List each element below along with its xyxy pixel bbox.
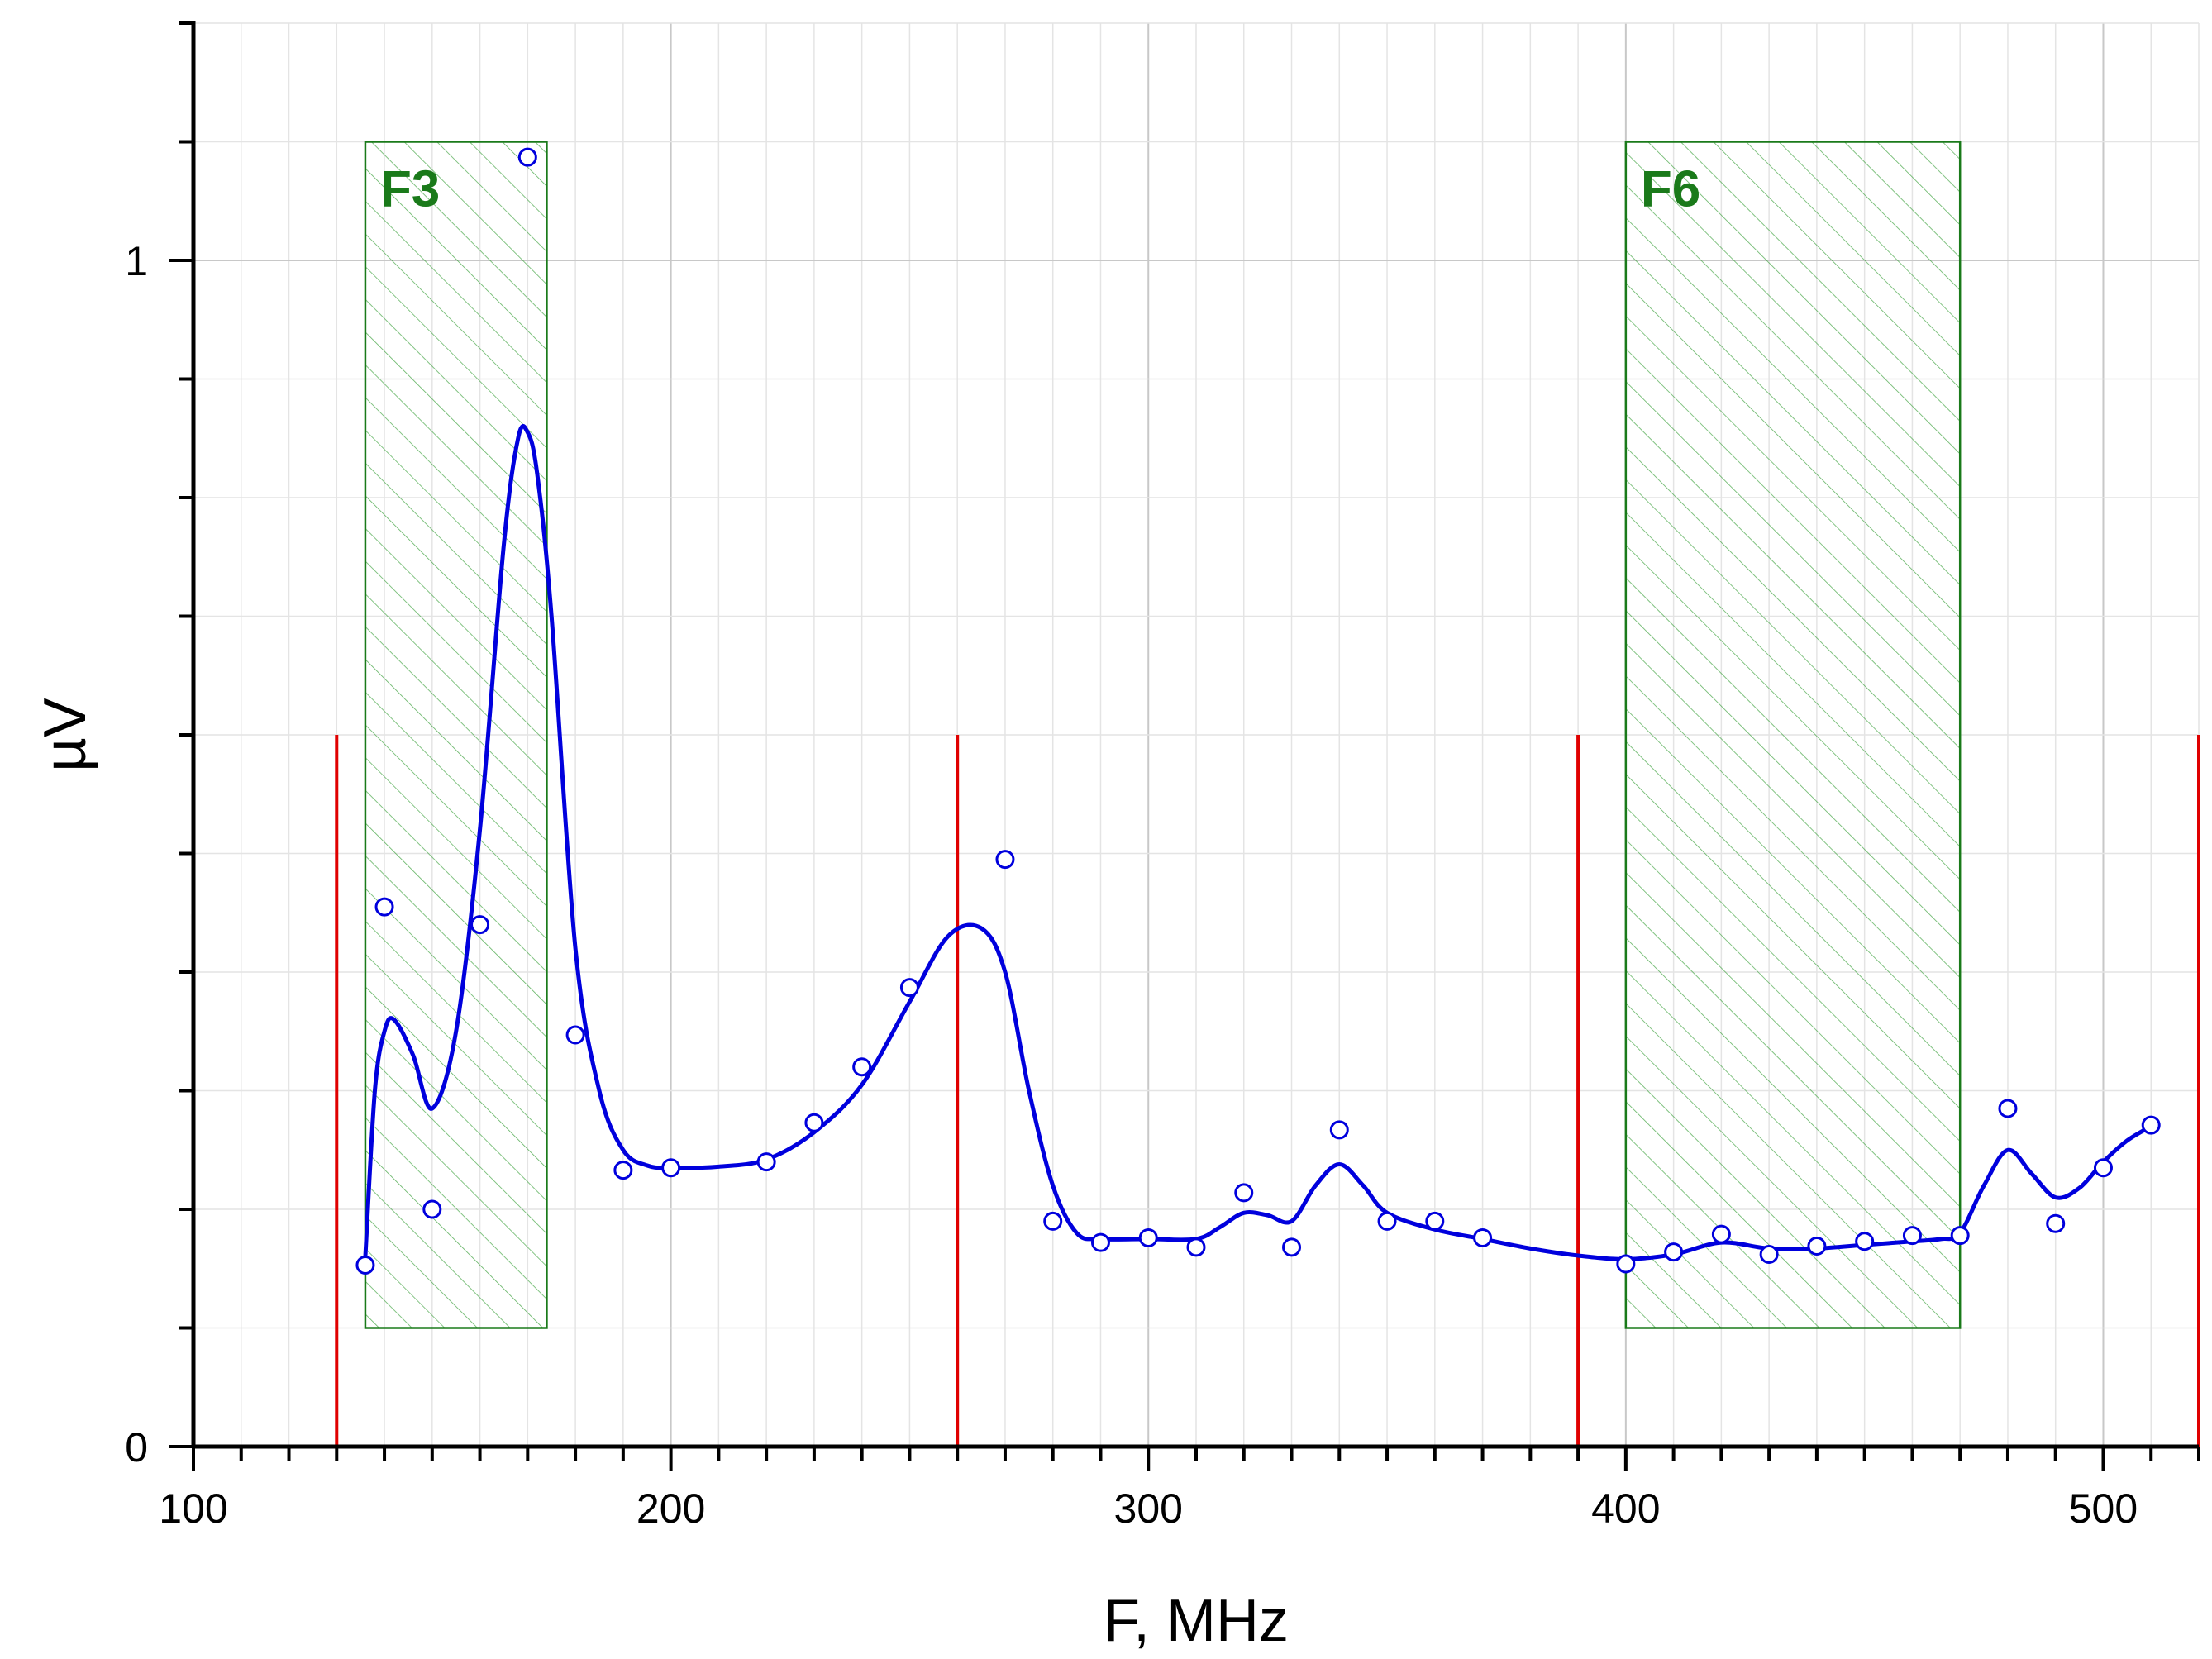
band-f3 xyxy=(364,141,548,1329)
x-tick-label: 200 xyxy=(636,1485,705,1532)
x-tick-label: 100 xyxy=(159,1485,227,1532)
data-point xyxy=(1138,1228,1158,1247)
data-point xyxy=(1329,1120,1349,1140)
band-label: F3 xyxy=(380,161,440,218)
data-point xyxy=(1759,1245,1779,1265)
data-point xyxy=(756,1152,776,1172)
data-point xyxy=(2093,1158,2113,1178)
data-point xyxy=(852,1057,872,1077)
data-point xyxy=(1282,1237,1302,1257)
data-point xyxy=(517,147,537,167)
y-axis-title: µV xyxy=(32,698,98,772)
y-tick-label: 1 xyxy=(125,238,148,284)
data-point xyxy=(1855,1232,1875,1251)
y-tick-label: 0 xyxy=(125,1424,148,1471)
data-point xyxy=(613,1161,633,1180)
data-point xyxy=(804,1113,824,1132)
data-point xyxy=(565,1025,585,1045)
data-point xyxy=(470,915,490,935)
data-series xyxy=(355,147,2161,1275)
x-tick-label: 300 xyxy=(1114,1485,1183,1532)
data-point xyxy=(1807,1236,1827,1256)
x-tick-label: 400 xyxy=(1591,1485,1660,1532)
vertical-markers xyxy=(335,735,2200,1447)
data-point xyxy=(995,850,1015,870)
data-point xyxy=(1186,1237,1206,1257)
band-label: F6 xyxy=(1641,161,1700,218)
data-point xyxy=(1473,1228,1493,1247)
data-point xyxy=(1711,1224,1731,1244)
data-point xyxy=(355,1255,375,1275)
data-point xyxy=(422,1199,442,1219)
axes: 100 200 300 400 500 0 1 xyxy=(125,21,2200,1532)
data-point xyxy=(1425,1211,1445,1231)
data-point xyxy=(899,978,919,998)
data-point xyxy=(1902,1226,1922,1246)
data-point xyxy=(661,1158,681,1178)
axis-labels: F, MHz µV xyxy=(32,698,1289,1654)
data-point xyxy=(1950,1226,1970,1246)
data-point xyxy=(2141,1115,2161,1135)
data-point xyxy=(1234,1183,1254,1203)
data-point xyxy=(1664,1242,1684,1262)
band-f6 xyxy=(1624,141,1962,1329)
data-point xyxy=(374,897,394,917)
data-point xyxy=(1998,1099,2018,1118)
x-axis-title: F, MHz xyxy=(1104,1588,1289,1654)
data-point xyxy=(1090,1232,1110,1252)
data-point xyxy=(1377,1211,1397,1231)
data-point xyxy=(1043,1211,1063,1231)
x-tick-label: 500 xyxy=(2069,1485,2138,1532)
data-point xyxy=(1616,1254,1636,1274)
highlight-bands: F3 F6 xyxy=(364,141,1962,1329)
data-point xyxy=(2046,1213,2066,1233)
